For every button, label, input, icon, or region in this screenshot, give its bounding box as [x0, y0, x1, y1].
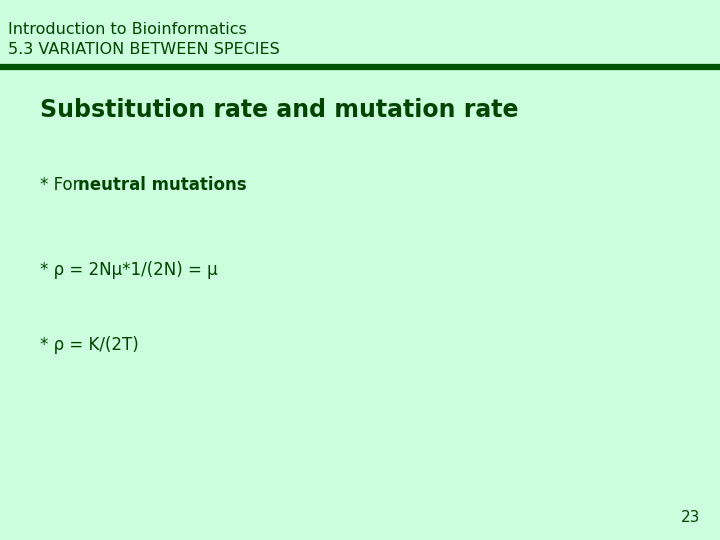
Text: 23: 23	[680, 510, 700, 525]
Text: Substitution rate and mutation rate: Substitution rate and mutation rate	[40, 98, 518, 122]
Text: * ρ = K/(2T): * ρ = K/(2T)	[40, 336, 139, 354]
Text: neutral mutations: neutral mutations	[78, 176, 247, 194]
Text: 5.3 VARIATION BETWEEN SPECIES: 5.3 VARIATION BETWEEN SPECIES	[8, 43, 280, 57]
Text: * For: * For	[40, 176, 85, 194]
Text: * ρ = 2Nμ*1/(2N) = μ: * ρ = 2Nμ*1/(2N) = μ	[40, 261, 217, 279]
Text: Introduction to Bioinformatics: Introduction to Bioinformatics	[8, 23, 247, 37]
